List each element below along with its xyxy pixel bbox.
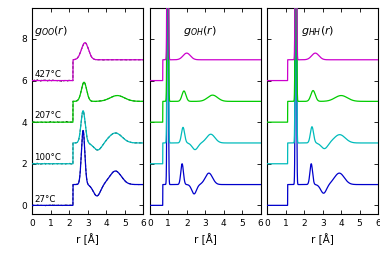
X-axis label: r [Å]: r [Å] [311,233,334,245]
Text: 427°C: 427°C [34,70,61,79]
Text: 27°C: 27°C [34,195,55,204]
X-axis label: r [Å]: r [Å] [76,233,99,245]
Text: 207°C: 207°C [34,111,61,120]
X-axis label: r [Å]: r [Å] [194,233,217,245]
Text: $g_{HH}(r)$: $g_{HH}(r)$ [301,24,334,38]
Text: $g_{OO}(r)$: $g_{OO}(r)$ [34,24,68,38]
Text: 100°C: 100°C [34,153,61,162]
Text: $g_{OH}(r)$: $g_{OH}(r)$ [183,24,217,38]
